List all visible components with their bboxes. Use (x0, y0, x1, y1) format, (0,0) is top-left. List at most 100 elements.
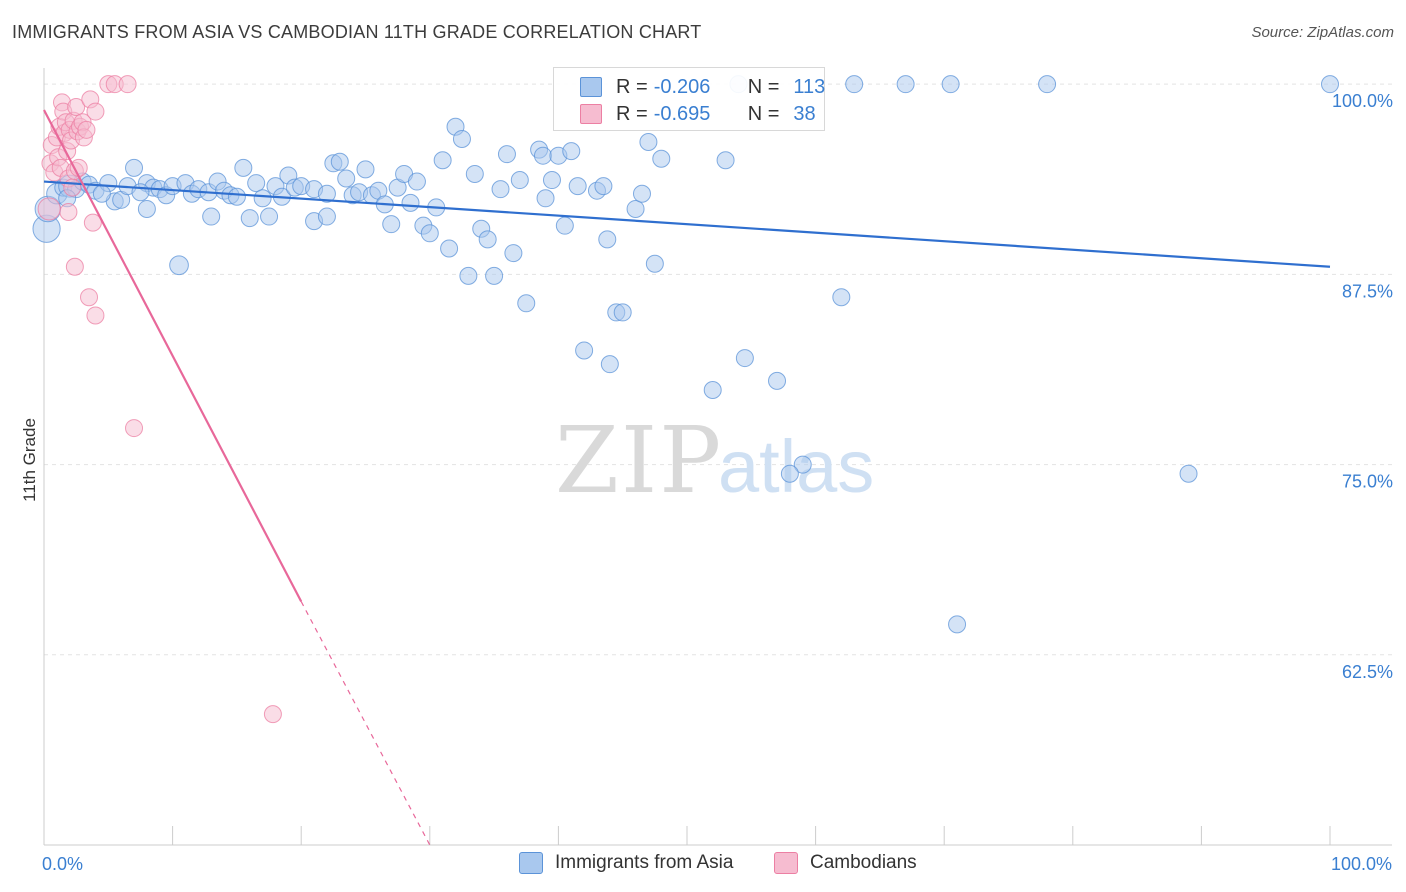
y-tick-label: 87.5% (1342, 281, 1393, 301)
legend-row-blue: R = -0.206 N = 113 (580, 74, 825, 100)
cambodian-data-point (83, 213, 102, 232)
x-tick-label: 100.0% (1331, 854, 1392, 874)
asia-data-point (716, 151, 735, 170)
asia-data-point (845, 75, 864, 94)
asia-data-point (497, 145, 516, 164)
asia-data-point (632, 184, 651, 203)
series-swatch-pink (774, 852, 798, 874)
asia-data-point (420, 224, 439, 243)
cambodian-data-point (125, 419, 144, 438)
points-layer (32, 75, 1339, 724)
series-legend-item-asia[interactable]: Immigrants from Asia (519, 852, 733, 874)
cambodian-data-point (86, 306, 105, 325)
asia-data-point (407, 172, 426, 191)
asia-data-point (1179, 464, 1198, 483)
asia-data-point (575, 341, 594, 360)
cambodian-trend-extension (300, 601, 431, 846)
cambodian-trend-line (43, 109, 303, 603)
legend-swatch-pink (580, 104, 602, 124)
x-tick-label: 0.0% (42, 854, 83, 874)
asia-data-point (433, 151, 452, 170)
asia-data-point (613, 303, 632, 322)
asia-trend-line (43, 180, 1331, 268)
cambodian-data-point (80, 288, 99, 307)
series-legend-item-cambodians[interactable]: Cambodians (774, 852, 917, 874)
cambodian-data-point (77, 120, 96, 139)
cambodian-data-point (65, 257, 84, 276)
cambodian-data-point (86, 102, 105, 121)
asia-data-point (202, 207, 221, 226)
asia-data-point (768, 371, 787, 390)
asia-data-point (485, 266, 504, 285)
asia-data-point (600, 355, 619, 374)
cambodian-data-point (63, 178, 82, 197)
asia-data-point (652, 149, 671, 168)
asia-data-point (227, 187, 246, 206)
asia-data-point (639, 132, 658, 151)
asia-data-point (465, 164, 484, 183)
cambodian-data-point (67, 97, 86, 116)
y-tick-label: 100.0% (1332, 91, 1393, 111)
asia-data-point (832, 288, 851, 307)
asia-data-point (504, 244, 523, 263)
asia-data-point (948, 615, 967, 634)
source-label: Source: ZipAtlas.com (1251, 24, 1394, 41)
series-swatch-blue (519, 852, 543, 874)
legend-r-value: -0.695 (653, 102, 711, 125)
asia-data-point (125, 158, 144, 177)
axis-layer (43, 68, 1392, 846)
asia-data-point (533, 146, 552, 165)
cambodian-data-point (69, 158, 88, 177)
asia-data-point (317, 184, 336, 203)
asia-data-point (896, 75, 915, 94)
asia-data-point (330, 152, 349, 171)
asia-data-point (517, 294, 536, 313)
series-legend-label: Immigrants from Asia (555, 852, 734, 873)
asia-data-point (491, 180, 510, 199)
asia-data-point (941, 75, 960, 94)
label-layer: 100.0% 87.5% 75.0% 62.5% 0.0% 100.0% 11th Grad… (20, 91, 1393, 874)
asia-data-point (131, 183, 150, 202)
asia-data-point (260, 207, 279, 226)
cambodian-data-point (118, 75, 137, 94)
asia-data-point (626, 199, 645, 218)
asia-data-point (401, 193, 420, 212)
legend-r-label: R = (616, 102, 648, 125)
trend-layer (43, 109, 1331, 846)
asia-data-point (452, 129, 471, 148)
asia-data-point (337, 169, 356, 188)
asia-data-point (780, 464, 799, 483)
asia-data-point (382, 215, 401, 234)
asia-data-point (793, 455, 812, 474)
asia-data-point (240, 209, 259, 228)
legend-n-label: N = (747, 102, 780, 125)
asia-data-point (169, 255, 189, 276)
asia-data-point (703, 381, 722, 400)
asia-data-point (92, 184, 111, 203)
asia-data-point (542, 171, 561, 190)
watermark: ZIP atlas (555, 407, 874, 514)
legend-n-value: 113 (793, 75, 826, 98)
cambodian-data-point (263, 705, 282, 724)
legend-swatch-blue (580, 77, 602, 97)
y-axis-label: 11th Grade (20, 418, 39, 502)
asia-data-point (735, 349, 754, 368)
asia-data-point (568, 177, 587, 196)
cambodian-data-point (59, 202, 78, 221)
asia-data-point (459, 266, 478, 285)
asia-data-point (440, 239, 459, 258)
asia-data-point (562, 142, 581, 161)
series-legend-label: Cambodians (810, 852, 917, 873)
y-tick-label: 62.5% (1342, 662, 1393, 682)
asia-data-point (1321, 75, 1339, 94)
asia-data-point (253, 189, 272, 208)
correlation-legend: R = -0.206 N = 113 R = -0.695 N = 38 (553, 67, 825, 131)
asia-data-point (645, 254, 664, 273)
asia-data-point (1038, 75, 1057, 94)
watermark-zip: ZIP (555, 407, 723, 514)
asia-data-point (598, 230, 617, 249)
y-tick-label: 75.0% (1342, 472, 1393, 492)
legend-n-label: N = (747, 75, 780, 98)
legend-n-value: 38 (793, 102, 816, 125)
